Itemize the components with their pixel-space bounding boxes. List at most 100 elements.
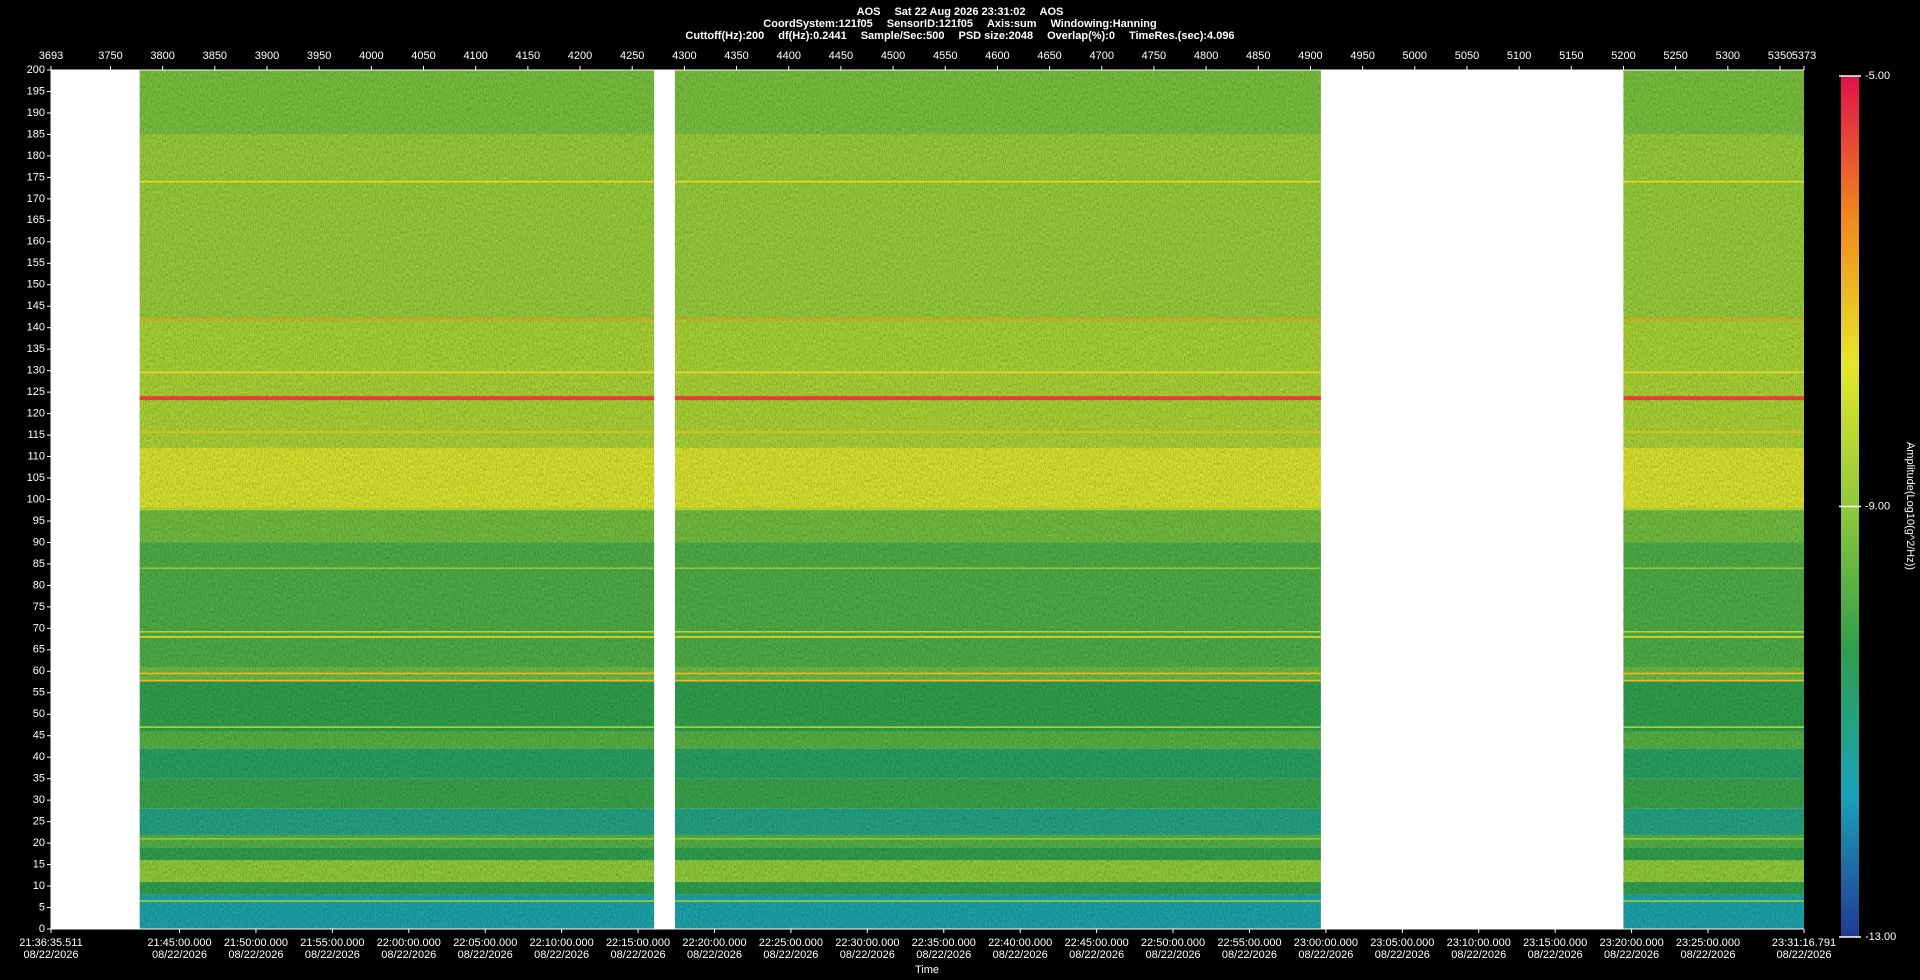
y-tick-label: 55: [33, 687, 45, 699]
time-tick-label: 22:35:00.000: [912, 937, 976, 949]
spectral-line: [1623, 672, 1804, 675]
time-tick-label: 23:20:00.000: [1599, 937, 1663, 949]
y-tick-label: 115: [27, 429, 45, 441]
x-tick-label: 4500: [881, 50, 905, 62]
x-tick-label: 3800: [150, 50, 174, 62]
y-tick-label: 35: [33, 773, 45, 785]
spectral-line: [139, 900, 655, 902]
y-tick-label: 90: [33, 536, 45, 548]
spectral-line: [674, 726, 1321, 728]
x-tick-label: 4850: [1246, 50, 1270, 62]
noise-texture: [139, 70, 655, 929]
y-tick-label: 155: [27, 257, 45, 269]
noise-texture: [1623, 70, 1804, 929]
x-tick-label: 5150: [1559, 50, 1583, 62]
time-tick-date: 08/22/2026: [152, 949, 207, 961]
time-tick-date: 08/22/2026: [1375, 949, 1430, 961]
y-tick-label: 0: [39, 923, 45, 935]
y-tick-label: 150: [27, 279, 45, 291]
spectral-line: [674, 636, 1321, 638]
time-tick-date: 08/22/2026: [611, 949, 666, 961]
header-item: Overlap(%):0: [1047, 30, 1115, 42]
time-tick-date: 08/22/2026: [1451, 949, 1506, 961]
y-tick-label: 190: [27, 107, 45, 119]
spectral-line: [139, 630, 655, 633]
time-tick-date: 08/22/2026: [1222, 949, 1277, 961]
spectral-line: [139, 180, 655, 183]
time-tick-date: 08/22/2026: [1680, 949, 1735, 961]
x-tick-label: 4700: [1090, 50, 1114, 62]
colorbar-tick-label: -5.00: [1865, 70, 1890, 82]
x-tick-label: 4950: [1350, 50, 1374, 62]
y-tick-label: 195: [27, 85, 45, 97]
spectral-line: [674, 508, 1321, 511]
time-tick-date: 08/22/2026: [534, 949, 589, 961]
x-tick-label: 5300: [1716, 50, 1740, 62]
x-tick-label: 5000: [1403, 50, 1427, 62]
segment: [1623, 70, 1804, 929]
time-tick-label: 21:36:35.511: [19, 937, 82, 949]
y-tick-label: 160: [27, 236, 45, 248]
y-tick-label: 165: [27, 214, 45, 226]
y-tick-label: 140: [27, 322, 45, 334]
time-tick-label: 21:45:00.000: [147, 937, 211, 949]
spectral-line: [1623, 371, 1804, 374]
spectral-line: [139, 396, 655, 401]
x-tick-label: 5200: [1611, 50, 1635, 62]
header-item: PSD size:2048: [959, 30, 1034, 42]
x-tick-label: 4750: [1142, 50, 1166, 62]
x-tick-label: 4550: [933, 50, 957, 62]
time-tick-date: 08/22/2026: [1069, 949, 1124, 961]
spectral-line: [139, 726, 655, 728]
colorbar-label: Amplitude(Log10(g^2/Hz)): [1904, 442, 1916, 570]
time-tick-date: 08/22/2026: [1604, 949, 1659, 961]
y-tick-label: 200: [27, 64, 45, 76]
y-tick-label: 65: [33, 644, 45, 656]
spectral-line: [139, 672, 655, 675]
header-item: AOS: [857, 6, 881, 18]
time-tick-label: 22:20:00.000: [682, 937, 746, 949]
spectral-line: [139, 371, 655, 374]
spectral-line: [1623, 431, 1804, 433]
y-tick-label: 145: [27, 300, 45, 312]
time-tick-label: 23:31:16.791: [1772, 937, 1836, 949]
x-axis-label: Time: [915, 964, 939, 976]
time-tick-label: 23:15:00.000: [1523, 937, 1587, 949]
time-tick-label: 22:25:00.000: [759, 937, 823, 949]
spectral-line: [674, 431, 1321, 433]
spectral-line: [1623, 838, 1804, 840]
x-tick-label: 4000: [359, 50, 383, 62]
time-tick-date: 08/22/2026: [1298, 949, 1353, 961]
time-tick-date: 08/22/2026: [1776, 949, 1831, 961]
spectral-line: [139, 679, 655, 682]
y-tick-label: 75: [33, 601, 45, 613]
header-item: SensorID:121f05: [887, 18, 973, 30]
time-tick-date: 08/22/2026: [916, 949, 971, 961]
y-tick-label: 20: [33, 837, 45, 849]
x-tick-label: 4050: [411, 50, 435, 62]
y-tick-label: 80: [33, 579, 45, 591]
time-tick-label: 23:00:00.000: [1294, 937, 1358, 949]
spectral-line: [674, 567, 1321, 570]
spectral-line: [1623, 679, 1804, 682]
time-tick-label: 22:30:00.000: [835, 937, 899, 949]
y-tick-label: 100: [27, 493, 45, 505]
spectral-line: [139, 838, 655, 840]
header-line: CoordSystem:121f05 SensorID:121f05 Axis:su…: [763, 18, 1156, 30]
time-tick-date: 08/22/2026: [840, 949, 895, 961]
time-tick-label: 22:15:00.000: [606, 937, 670, 949]
header-item: TimeRes.(sec):4.096: [1129, 30, 1235, 42]
time-tick-date: 08/22/2026: [458, 949, 513, 961]
spectral-line: [1623, 630, 1804, 633]
spectral-line: [674, 679, 1321, 682]
spectral-line: [1623, 726, 1804, 728]
y-tick-label: 25: [33, 816, 45, 828]
y-tick-label: 30: [33, 794, 45, 806]
spectral-line: [139, 567, 655, 570]
x-tick-label: 5100: [1507, 50, 1531, 62]
spectral-line: [674, 180, 1321, 183]
spectral-line: [674, 672, 1321, 675]
x-tick-label: 4200: [568, 50, 592, 62]
